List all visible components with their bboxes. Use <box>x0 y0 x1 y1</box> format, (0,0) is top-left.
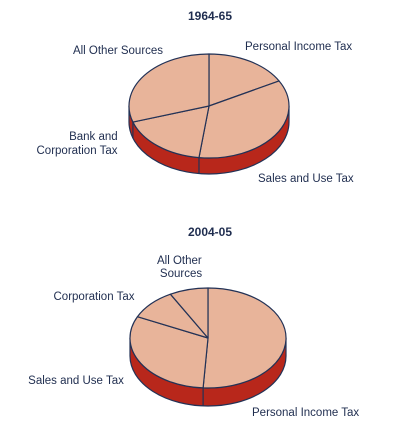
label-line-2: Sources <box>160 268 202 280</box>
label-line-1: All Other <box>157 255 202 267</box>
slice-all-other-sources <box>128 53 210 123</box>
pie-chart-2004-05: 2004-05 Personal Income Tax Sales and Us… <box>28 225 359 419</box>
label-line-1: Bank and <box>69 131 118 143</box>
chart-title-2004-05: 2004-05 <box>188 225 232 239</box>
label-personal-income-tax-2004-05: Personal Income Tax <box>252 407 359 419</box>
slice-all-other-sources <box>169 287 209 339</box>
label-corporation-tax-2004-05: Corporation Tax <box>54 291 135 303</box>
pie-1964-65 <box>128 53 290 175</box>
slice-personal-income-tax <box>208 53 280 107</box>
label-all-other-sources-1964-65: All Other Sources <box>73 45 163 57</box>
label-all-other-sources-2004-05: All Other Sources <box>157 255 205 280</box>
slice-sales-and-use-tax <box>198 80 290 159</box>
label-bank-and-corporation-tax-1964-65: Bank and Corporation Tax <box>37 131 121 157</box>
pie-2004-05 <box>129 287 287 407</box>
label-line-2: Corporation Tax <box>37 145 118 157</box>
label-sales-and-use-tax-1964-65: Sales and Use Tax <box>258 173 354 185</box>
slice-bank-and-corporation-tax <box>132 105 210 159</box>
label-sales-and-use-tax-2004-05: Sales and Use Tax <box>28 375 124 387</box>
label-personal-income-tax-1964-65: Personal Income Tax <box>245 41 352 53</box>
pie-chart-1964-65: 1964-65 Personal Income Tax Sales and Us… <box>37 9 354 185</box>
slice-personal-income-tax <box>202 287 287 389</box>
chart-title-1964-65: 1964-65 <box>188 9 232 23</box>
slice-sales-and-use-tax <box>129 316 209 389</box>
